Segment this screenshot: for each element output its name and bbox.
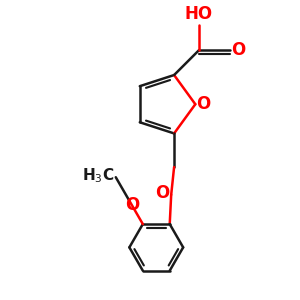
Text: O: O xyxy=(196,95,211,113)
Text: H$_3$C: H$_3$C xyxy=(82,167,114,185)
Text: HO: HO xyxy=(185,4,213,22)
Text: O: O xyxy=(155,184,170,202)
Text: O: O xyxy=(125,196,140,214)
Text: O: O xyxy=(231,41,246,59)
